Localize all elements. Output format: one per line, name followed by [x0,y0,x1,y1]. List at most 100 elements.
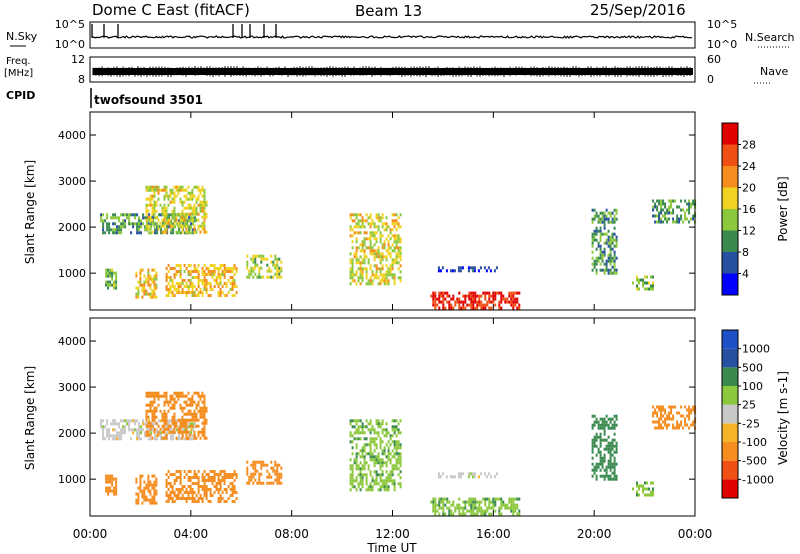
power-echo-cell [203,224,206,228]
velocity-echo-cell [191,497,194,500]
power-echo-cell [351,219,354,223]
velocity-echo-cell [231,500,234,503]
power-echo-cell [383,228,386,232]
velocity-echo-cell [361,425,364,429]
power-echo-cell [173,294,176,297]
velocity-echo-cell [393,455,396,459]
velocity-echo-cell [385,443,388,447]
power-echo-cell [666,208,669,212]
power-echo-cell [211,270,214,273]
velocity-echo-cell [150,431,153,435]
power-echo-cell [377,276,380,280]
velocity-echo-cell [235,476,238,479]
power-echo-cell [171,209,174,213]
power-echo-cell [652,275,654,279]
power-echo-cell [252,257,255,261]
velocity-echo-cell [203,412,206,416]
power-echo-cell [615,244,618,248]
velocity-echo-cell [399,446,402,450]
power-echo-cell [601,232,604,236]
velocity-echo-cell [471,472,474,476]
velocity-echo-cell [383,479,386,483]
power-echo-cell [171,224,174,228]
power-echo-cell [660,199,663,203]
power-echo-cell [690,202,693,206]
velocity-echo-cell [385,461,388,465]
velocity-echo-cell [205,485,208,488]
velocity-echo-cell [149,409,152,413]
power-echo-cell [466,294,469,298]
power-echo-cell [254,263,257,267]
velocity-echo-cell [383,434,386,438]
velocity-echo-cell [373,431,376,435]
velocity-echo-cell [363,467,366,471]
power-echo-cell [512,291,515,295]
velocity-echo-cell [161,430,164,434]
power-echo-cell [187,206,190,210]
power-echo-cell [191,270,194,273]
power-echo-cell [365,213,368,217]
power-echo-cell [385,222,388,226]
power-echo-cell [480,294,483,298]
power-echo-cell [122,213,125,217]
velocity-echo-cell [603,453,606,457]
power-echo-cell [668,211,671,215]
velocity-echo-cell [165,397,168,401]
velocity-echo-cell [161,415,164,419]
velocity-echo-cell [609,426,612,430]
velocity-colorbar-tick-label: 100 [742,380,763,393]
velocity-echo-cell [363,425,366,429]
power-echo-cell [177,185,180,189]
power-echo-cell [163,209,166,213]
power-echo-cell [476,300,479,304]
power-echo-cell [108,231,111,235]
power-echo-cell [373,237,376,241]
power-echo-cell [357,225,360,229]
power-echo-cell [361,246,364,250]
velocity-echo-cell [158,419,161,423]
power-echo-cell [591,217,594,221]
power-echo-cell [185,224,188,228]
power-echo-cell [666,217,669,221]
velocity-echo-cell [436,503,439,507]
velocity-echo-cell [666,423,669,427]
velocity-echo-cell [280,466,283,470]
power-echo-cell [613,253,616,257]
power-echo-cell [668,217,671,221]
velocity-echo-cell [254,478,257,482]
power-echo-cell [201,227,204,231]
power-echo-cell [395,228,398,232]
velocity-echo-cell [231,473,234,476]
power-colorbar-tick-label: 20 [742,182,756,195]
velocity-echo-cell [351,452,354,456]
power-echo-cell [369,225,372,229]
power-echo-cell [128,219,131,223]
nave-tick-bottom: 0 [707,73,714,86]
velocity-echo-cell [605,471,608,475]
velocity-echo-cell [373,437,376,441]
freq-trace [92,66,693,77]
power-echo-cell [209,288,212,291]
velocity-echo-cell [276,472,279,476]
velocity-echo-cell [185,433,188,437]
velocity-echo-cell [181,433,184,437]
power-echo-cell [187,185,190,189]
velocity-echo-cell [199,406,202,410]
velocity-echo-cell [221,470,224,473]
power-echo-cell [363,261,366,265]
power-echo-cell [193,294,196,297]
power-colorbar-tick-label: 8 [742,246,749,259]
velocity-echo-cell [171,406,174,410]
velocity-echo-cell [494,500,497,504]
power-echo-cell [217,267,220,270]
velocity-echo-cell [161,394,164,398]
power-echo-cell [432,294,435,298]
power-echo-cell [460,300,463,304]
velocity-echo-cell [147,489,150,493]
velocity-echo-cell [377,452,380,456]
power-echo-cell [611,241,614,245]
power-echo-cell [183,285,186,288]
velocity-echo-cell [591,462,594,466]
power-echo-cell [458,300,461,304]
